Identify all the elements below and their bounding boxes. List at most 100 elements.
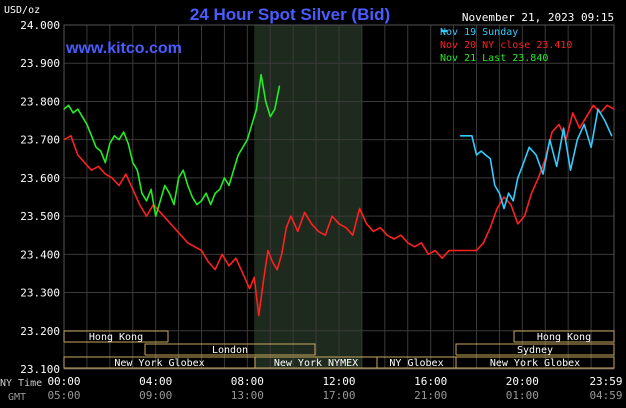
- data-point-1: [159, 211, 161, 213]
- data-point-2: [150, 188, 152, 190]
- data-point-2: [118, 139, 120, 141]
- data-point-2: [219, 188, 221, 190]
- data-point-0: [604, 119, 606, 122]
- data-point-0: [503, 207, 505, 210]
- data-point-1: [427, 253, 429, 255]
- data-point-1: [503, 196, 505, 198]
- data-point-1: [475, 249, 478, 252]
- data-point-2: [113, 135, 116, 137]
- data-point-0: [512, 200, 514, 202]
- data-point-2: [95, 146, 97, 148]
- data-point-0: [459, 135, 462, 137]
- y-axis-labels: 24.000 23.900 23.800 23.700 23.600 23.500 23.4…: [20, 19, 60, 376]
- data-point-1: [462, 249, 464, 252]
- data-point-2: [246, 139, 248, 141]
- data-point-0: [507, 192, 510, 194]
- series-line-2: [63, 73, 281, 217]
- y-tick-label: 23.900: [20, 57, 60, 70]
- data-point-0: [535, 154, 537, 156]
- x-tick-label-ny: 23:59: [589, 375, 622, 388]
- data-point-1: [524, 215, 526, 217]
- data-point-0: [556, 165, 558, 168]
- data-point-2: [100, 150, 102, 152]
- data-point-2: [255, 108, 258, 110]
- data-point-1: [194, 246, 196, 248]
- data-point-1: [379, 226, 381, 229]
- session-hongkong-right-bracket: [513, 330, 615, 342]
- data-point-1: [537, 177, 539, 179]
- data-point-1: [517, 223, 519, 225]
- series-lines: [63, 73, 615, 317]
- data-point-1: [132, 188, 134, 190]
- x-tick-label-ny: 04:00: [139, 375, 172, 388]
- data-point-0: [528, 146, 530, 148]
- y-tick-label: 23.300: [20, 287, 60, 300]
- data-point-1: [281, 253, 283, 255]
- x-tick-label-gmt: 17:00: [322, 389, 355, 402]
- data-point-1: [125, 173, 127, 175]
- y-unit-label: USD/oz: [4, 5, 40, 16]
- data-point-1: [104, 173, 106, 175]
- data-point-1: [530, 192, 533, 194]
- data-point-2: [173, 204, 175, 206]
- data-point-1: [297, 230, 299, 232]
- x-tick-label-gmt: 13:00: [231, 389, 264, 402]
- data-point-0: [521, 165, 523, 168]
- data-point-2: [191, 196, 193, 198]
- data-point-2: [196, 204, 198, 206]
- data-point-2: [159, 200, 161, 202]
- data-point-1: [63, 139, 65, 141]
- data-point-1: [262, 280, 264, 282]
- data-point-1: [331, 215, 333, 217]
- watermark: www.kitco.com: [65, 40, 182, 57]
- data-point-1: [304, 211, 306, 213]
- data-point-1: [173, 226, 175, 229]
- x-tick-label-ny: 12:00: [322, 375, 355, 388]
- data-point-1: [118, 184, 120, 187]
- data-point-1: [242, 272, 244, 275]
- data-point-0: [480, 150, 482, 152]
- data-point-2: [109, 142, 111, 145]
- data-point-1: [180, 234, 182, 236]
- data-point-1: [70, 135, 72, 137]
- y-tick-label: 23.800: [20, 95, 60, 108]
- data-point-1: [420, 242, 423, 244]
- data-point-0: [569, 169, 572, 171]
- y-tick-label: 23.400: [20, 248, 60, 261]
- data-point-0: [542, 173, 544, 175]
- data-point-1: [317, 230, 319, 232]
- data-point-0: [485, 154, 487, 156]
- data-point-1: [551, 131, 553, 133]
- data-point-2: [127, 142, 129, 145]
- data-point-1: [166, 219, 168, 221]
- y-tick-label: 23.600: [20, 172, 60, 185]
- data-point-0: [475, 154, 478, 156]
- data-point-1: [77, 154, 79, 156]
- data-point-2: [278, 85, 281, 87]
- data-point-2: [251, 123, 253, 125]
- session-hongkong-left-label: Hong Kong: [89, 332, 143, 343]
- data-point-1: [386, 234, 388, 236]
- session-bars: Hong Kong Hong Kong London Sydney New York G…: [63, 330, 615, 369]
- data-point-0: [576, 139, 578, 141]
- data-point-1: [414, 246, 416, 248]
- legend-item-nov19: Nov 19 Sunday: [440, 27, 518, 38]
- data-point-1: [200, 249, 203, 252]
- data-point-1: [90, 169, 93, 171]
- data-point-1: [258, 314, 260, 317]
- data-point-2: [260, 74, 262, 76]
- timestamp: November 21, 2023 09:15: [462, 11, 614, 24]
- data-point-0: [590, 146, 592, 148]
- data-point-1: [592, 104, 594, 106]
- data-point-1: [338, 223, 340, 225]
- data-point-2: [214, 192, 216, 194]
- data-point-1: [482, 242, 484, 244]
- y-tick-label: 23.200: [20, 325, 60, 338]
- data-point-2: [168, 192, 171, 194]
- data-point-2: [228, 184, 230, 187]
- series-line-1: [63, 104, 615, 317]
- plot-frame: [63, 24, 615, 370]
- data-point-2: [90, 135, 93, 137]
